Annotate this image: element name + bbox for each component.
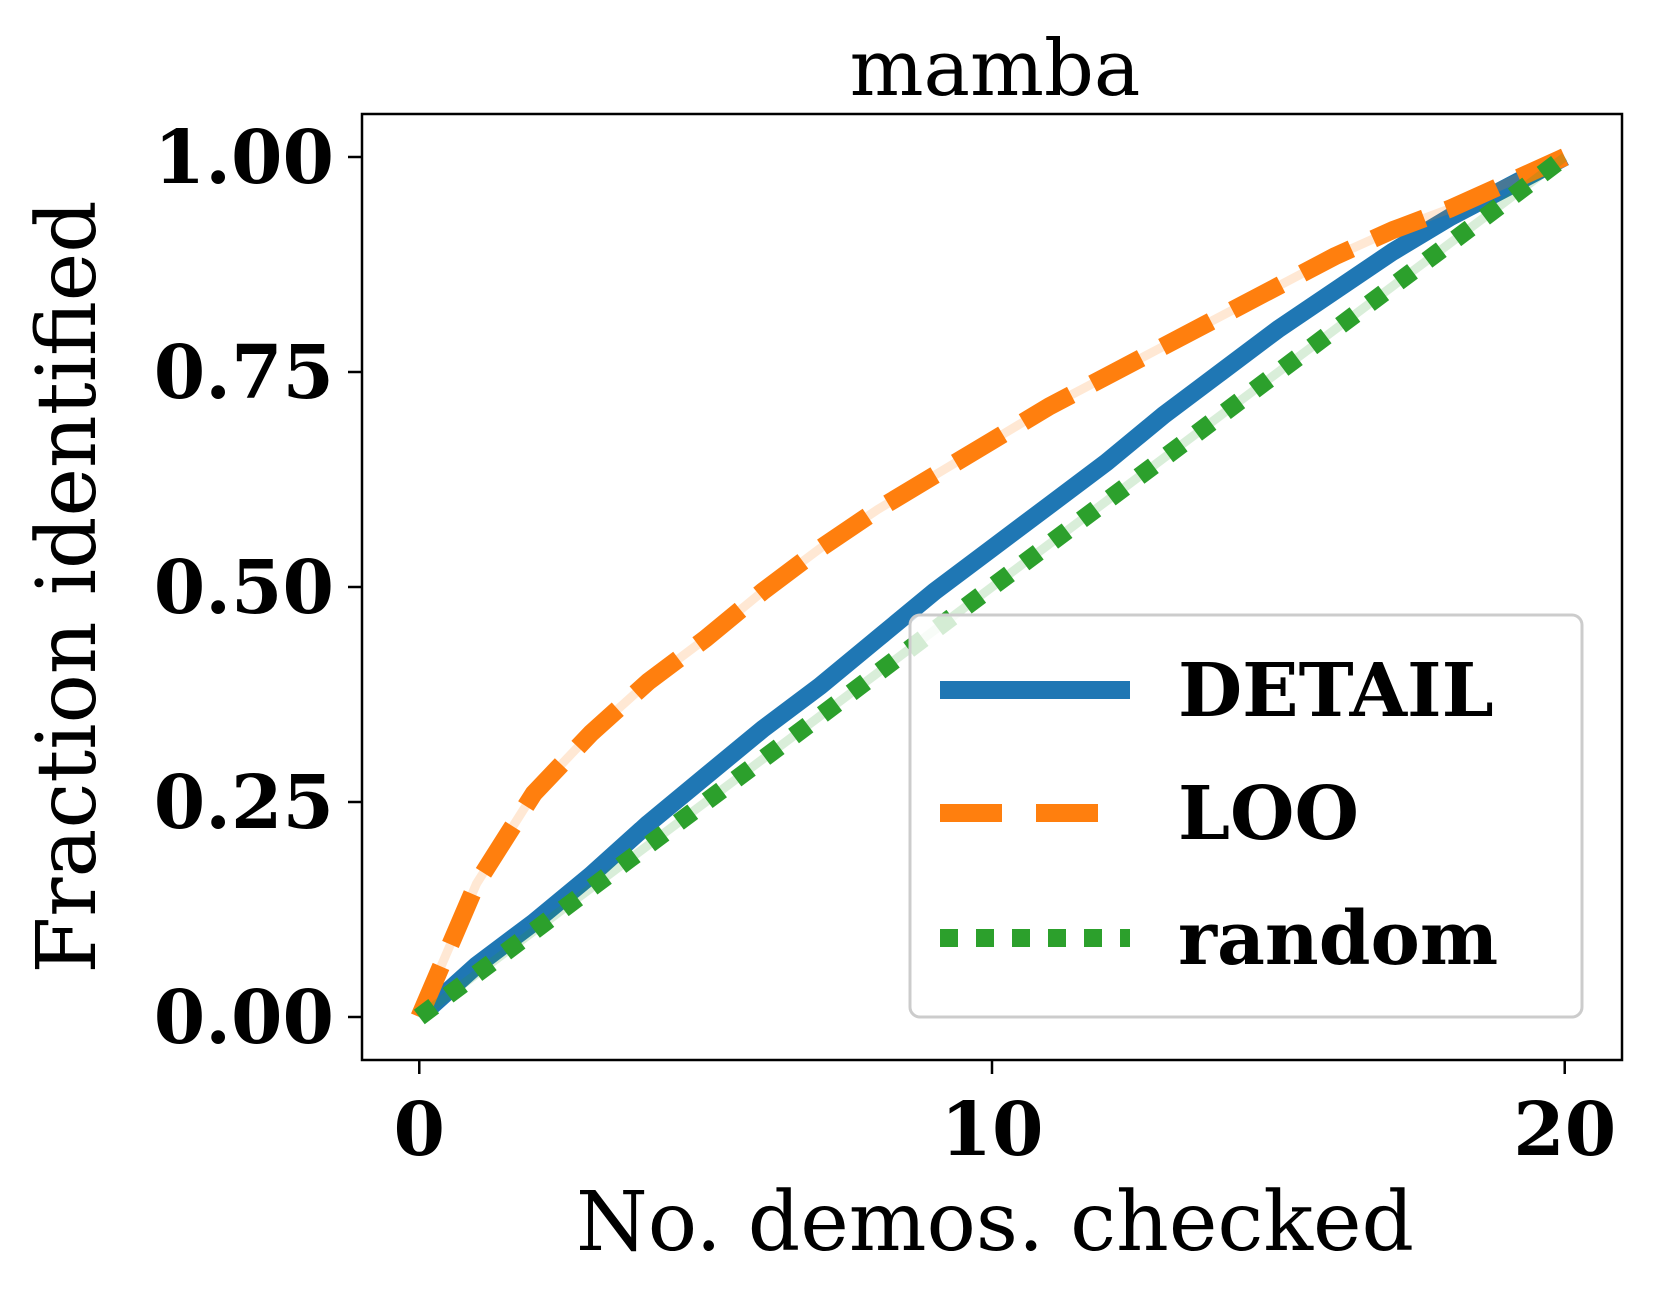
y-tick-label: 0.75 — [154, 330, 334, 416]
x-tick-label: 10 — [941, 1087, 1044, 1173]
legend-label-detail: DETAIL — [1178, 648, 1494, 734]
y-tick-label: 0.25 — [154, 760, 334, 846]
y-axis-label: Fraction identified — [20, 200, 115, 973]
y-tick-label: 1.00 — [154, 115, 334, 201]
axis-ticks: 0 10 20 0.00 0.25 0.50 0.75 1.00 — [154, 115, 1616, 1173]
x-axis-label: No. demos. checked — [576, 1175, 1414, 1270]
x-tick-label: 0 — [394, 1087, 446, 1173]
legend: DETAIL LOO random — [908, 613, 1584, 1019]
x-tick-label: 20 — [1513, 1087, 1616, 1173]
y-tick-label: 0.00 — [154, 975, 334, 1061]
series-line-loo — [411, 148, 1569, 1021]
plot-area — [411, 148, 1571, 1025]
series-line-detail — [413, 149, 1569, 1024]
y-tick-label: 0.50 — [154, 545, 334, 631]
legend-label-loo: LOO — [1178, 771, 1359, 857]
legend-label-random: random — [1178, 896, 1498, 982]
chart-title: mamba — [850, 24, 1141, 114]
series-line-random — [413, 149, 1571, 1025]
legend-box — [908, 613, 1584, 1019]
